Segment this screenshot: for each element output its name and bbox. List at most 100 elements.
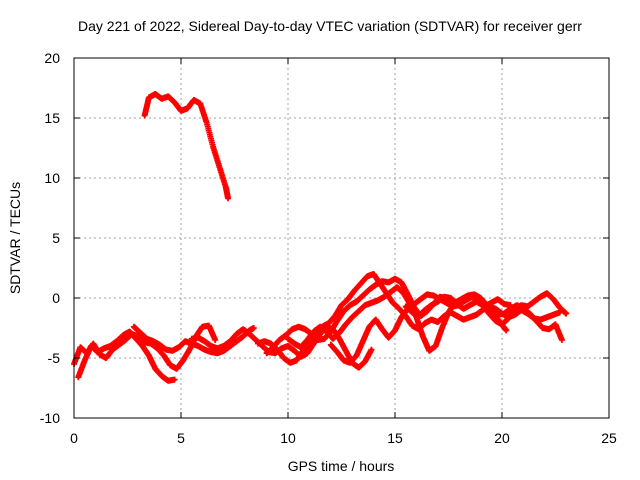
x-tick-label: 10 [280, 430, 296, 446]
data-point [235, 332, 239, 336]
data-point [288, 361, 292, 365]
data-point [89, 344, 93, 348]
data-point [247, 332, 252, 336]
data-point [170, 349, 174, 353]
data-point [299, 345, 303, 349]
data-point [95, 350, 100, 354]
data-point [442, 295, 446, 299]
data-point [312, 342, 316, 346]
data-point [132, 325, 136, 329]
data-point [380, 327, 384, 331]
data-point [284, 333, 288, 337]
data-point [532, 300, 536, 304]
data-point [269, 342, 273, 346]
data-point [324, 330, 329, 334]
data-point [436, 300, 440, 304]
data-point [369, 348, 374, 352]
data-point [175, 367, 179, 371]
data-point [387, 280, 391, 284]
data-point [181, 358, 185, 362]
y-tick-label: 20 [44, 50, 60, 66]
data-point [519, 303, 523, 307]
data-point [431, 294, 436, 298]
y-tick-labels: -10 -5 0 5 10 15 20 [40, 50, 60, 426]
data-point [419, 297, 423, 301]
data-point [151, 339, 155, 343]
data-point [487, 312, 491, 316]
data-point [339, 303, 344, 307]
data-point [376, 298, 380, 302]
data-point [104, 356, 108, 360]
y-tick-label: -10 [40, 410, 60, 426]
data-point [143, 340, 147, 344]
data-point [361, 339, 365, 343]
data-point [123, 338, 127, 342]
data-point [350, 315, 354, 319]
data-point [423, 321, 427, 325]
data-point [254, 338, 258, 342]
data-point [173, 378, 177, 382]
data-point [158, 343, 162, 347]
data-point [389, 290, 393, 294]
data-point [470, 294, 474, 298]
data-point [545, 315, 549, 319]
data-point [354, 354, 359, 358]
data-point [500, 322, 504, 326]
data-point [455, 302, 459, 306]
data-point [494, 319, 498, 323]
data-point [183, 339, 187, 343]
x-tick-label: 5 [177, 430, 185, 446]
data-point [513, 308, 517, 312]
data-point [164, 348, 168, 352]
data-point [318, 332, 322, 336]
data-point [410, 324, 414, 328]
data-point [282, 356, 286, 360]
data-point [202, 339, 207, 343]
data-point [316, 338, 320, 342]
data-point [143, 114, 147, 118]
data-point [102, 346, 106, 350]
data-point [301, 349, 305, 353]
data-point [455, 314, 459, 318]
data-point [138, 331, 142, 335]
data-point [374, 318, 378, 322]
data-point [468, 303, 472, 307]
data-point [344, 349, 348, 353]
data-point [295, 358, 299, 362]
data-point [534, 319, 538, 323]
data-point [168, 363, 172, 367]
data-point [224, 186, 228, 190]
data-point [331, 337, 335, 341]
data-point [277, 338, 281, 342]
data-point [198, 102, 202, 106]
y-tick-label: 10 [44, 170, 60, 186]
data-point [215, 346, 219, 350]
data-point [359, 282, 363, 286]
data-point [153, 92, 157, 96]
data-point [372, 272, 376, 276]
data-point [337, 337, 341, 341]
data-point [342, 358, 346, 362]
data-point [423, 308, 427, 312]
data-point [434, 344, 438, 348]
data-point [271, 345, 275, 349]
data-point [449, 296, 453, 300]
data-point [83, 358, 87, 362]
data-point [222, 344, 226, 348]
data-point [427, 349, 431, 353]
data-point [335, 350, 339, 354]
data-point [363, 360, 367, 364]
data-point [429, 303, 433, 307]
data-point [354, 300, 359, 304]
data-point [286, 337, 290, 341]
data-point [252, 326, 256, 330]
data-point [564, 312, 568, 316]
data-point [209, 344, 213, 348]
data-point [412, 302, 416, 306]
data-point [410, 310, 414, 314]
data-point [474, 313, 478, 317]
x-tick-labels: 0 5 10 15 20 25 [70, 430, 617, 446]
data-point [121, 333, 125, 337]
x-tick-label: 25 [601, 430, 617, 446]
